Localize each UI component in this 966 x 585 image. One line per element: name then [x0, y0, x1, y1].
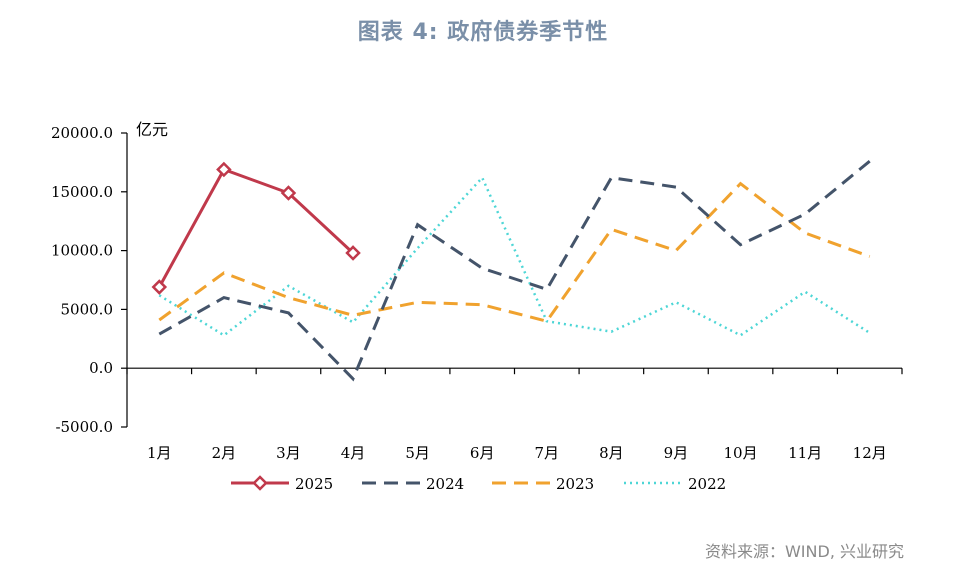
x-tick-label: 3月 — [276, 444, 301, 462]
series-line-2024 — [158, 160, 871, 382]
x-tick-label: 4月 — [341, 444, 366, 462]
series-line-2022 — [158, 175, 871, 337]
legend-label-2025: 2025 — [295, 475, 333, 493]
data-point-2025 — [216, 161, 232, 178]
x-tick-label: 12月 — [853, 444, 887, 462]
series-line-2025 — [157, 167, 355, 288]
chart-series — [151, 160, 871, 382]
x-tick-label: 1月 — [147, 444, 172, 462]
y-tick-label: 20000.0 — [51, 124, 113, 142]
data-point-2025 — [280, 185, 297, 201]
x-tick-label: 8月 — [599, 444, 624, 462]
y-tick-label: 5000.0 — [61, 300, 114, 318]
x-tick-label: 7月 — [535, 444, 560, 462]
series-line-2023 — [158, 181, 871, 323]
x-tick-label: 10月 — [723, 444, 757, 462]
data-point-2025 — [151, 279, 168, 295]
y-tick-label: 10000.0 — [51, 242, 113, 260]
y-tick-label: 15000.0 — [51, 183, 113, 201]
x-tick-label: 2月 — [212, 444, 237, 462]
chart-legend: 2025 2024 2023 2022 — [231, 475, 726, 493]
x-tick-label: 9月 — [664, 444, 689, 462]
y-axis-unit-label: 亿元 — [136, 120, 169, 139]
legend-label-2024: 2024 — [426, 475, 464, 493]
data-point-2025 — [345, 245, 361, 261]
y-tick-label: -5000.0 — [55, 418, 113, 436]
source-note: 资料来源：WIND, 兴业研究 — [704, 542, 904, 561]
y-tick-label: 0.0 — [89, 359, 113, 377]
x-tick-label: 5月 — [405, 444, 430, 462]
legend-label-2023: 2023 — [556, 475, 594, 493]
legend-label-2022: 2022 — [688, 475, 726, 493]
chart-title: 图表 4: 政府债券季节性 — [357, 20, 609, 45]
chart-axes: 20000.0 15000.0 10000.0 5000.0 0.0 -5000.0 1月 2… — [51, 124, 903, 462]
x-tick-label: 11月 — [788, 444, 822, 462]
legend-marker-2025 — [252, 475, 268, 491]
x-tick-label: 6月 — [470, 444, 495, 462]
